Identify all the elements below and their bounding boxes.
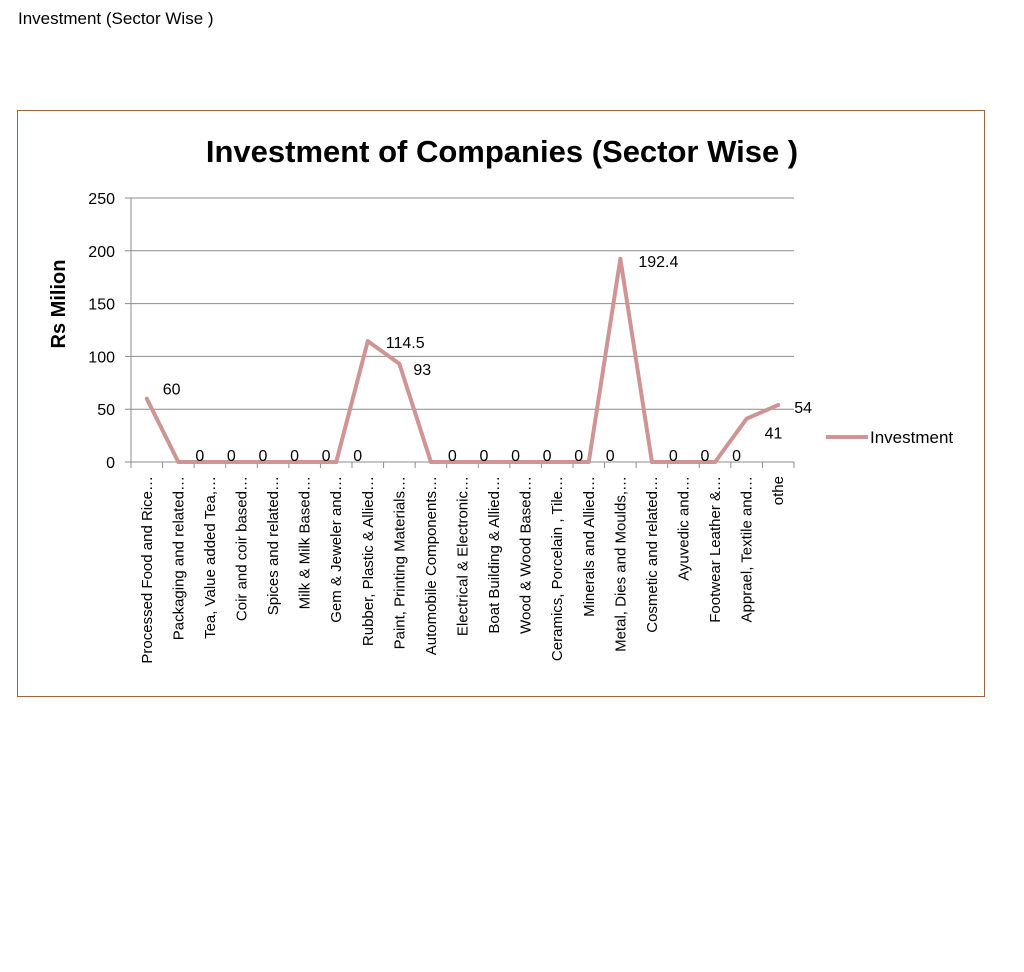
data-labels: 60 0 0 0 0 0 0 114.5 93 0 0 0 0 0 0 192.4 0 0 0 41 54	[163, 254, 812, 465]
data-point	[776, 402, 781, 407]
data-label: 0	[511, 448, 520, 465]
page-heading: Investment (Sector Wise )	[18, 9, 214, 28]
data-point	[239, 460, 244, 464]
data-point	[302, 460, 307, 464]
x-tick-label: Gem & Jeweler and…	[328, 476, 345, 623]
data-point	[523, 460, 528, 464]
y-tick-label: 150	[88, 297, 115, 314]
data-point	[744, 416, 749, 421]
data-point	[207, 460, 212, 464]
data-point	[144, 396, 149, 401]
data-label: 41	[765, 426, 783, 443]
data-label: 0	[606, 448, 615, 465]
chart-frame: Investment of Companies (Sector Wise ) R…	[17, 110, 985, 697]
data-point	[176, 460, 181, 464]
x-tick-label: Processed Food and Rice…	[139, 476, 156, 664]
data-label: 0	[322, 448, 331, 465]
data-label: 0	[259, 448, 268, 465]
data-point	[397, 361, 402, 366]
line-chart: Investment of Companies (Sector Wise ) R…	[48, 134, 953, 664]
x-tick-label: Spices and related…	[265, 476, 282, 615]
data-point	[713, 460, 718, 464]
x-tick-labels: Processed Food and Rice… Packaging and re…	[139, 476, 787, 664]
data-label: 0	[195, 448, 204, 465]
data-point	[492, 460, 497, 464]
x-tick-label: Rubber, Plastic & Allied…	[360, 476, 377, 646]
data-label: 0	[732, 448, 741, 465]
y-tick-labels: 0 50 100 150 200 250	[88, 191, 115, 472]
data-label: 0	[353, 448, 362, 465]
data-point	[334, 460, 339, 464]
data-point	[271, 460, 276, 464]
x-tick-label: Wood & Wood Based…	[518, 476, 535, 634]
axes	[125, 197, 795, 468]
data-label: 0	[669, 448, 678, 465]
data-point	[649, 460, 654, 464]
x-tick-label: Apprael, Textile and…	[739, 476, 756, 622]
data-label: 93	[413, 362, 431, 379]
x-tick-label: Electrical & Electronic…	[455, 476, 472, 636]
y-tick-label: 0	[106, 455, 115, 472]
data-label: 0	[227, 448, 236, 465]
x-tick-label: Ayuvedic and…	[676, 476, 693, 581]
x-tick-label: Tea, Value added Tea,…	[202, 476, 219, 639]
x-tick-label: Metal, Dies and Moulds,…	[612, 476, 629, 652]
series-lines	[144, 256, 781, 464]
x-tick-label: Automobile Components…	[423, 476, 440, 655]
data-label: 54	[794, 400, 812, 417]
x-tick-label: othe	[770, 476, 787, 505]
data-point	[555, 460, 560, 464]
data-label: 60	[163, 382, 181, 399]
x-tick-label: Cosmetic and related…	[644, 476, 661, 633]
gridlines	[131, 197, 794, 410]
y-tick-label: 100	[88, 349, 115, 366]
data-point	[618, 256, 623, 261]
data-label: 0	[480, 448, 489, 465]
data-label: 192.4	[638, 254, 678, 271]
x-tick-label: Milk & Milk Based…	[297, 476, 314, 609]
data-point	[586, 460, 591, 464]
data-label: 0	[543, 448, 552, 465]
y-tick-label: 250	[88, 191, 115, 208]
data-label: 114.5	[386, 335, 425, 352]
x-tick-label: Minerals and Allied…	[581, 476, 598, 617]
data-label: 0	[701, 448, 710, 465]
data-label: 0	[574, 448, 583, 465]
data-point	[428, 460, 433, 464]
x-tick-label: Footwear Leather &…	[707, 476, 724, 623]
chart-title: Investment of Companies (Sector Wise )	[206, 134, 798, 169]
y-tick-label: 200	[88, 244, 115, 261]
data-point	[460, 460, 465, 464]
y-tick-label: 50	[97, 402, 115, 419]
x-tick-label: Packaging and related…	[170, 476, 187, 640]
data-label: 0	[290, 448, 299, 465]
legend-label: Investment	[870, 428, 953, 447]
data-label: 0	[448, 448, 457, 465]
x-tick-label: Paint, Printing Materials…	[391, 476, 408, 649]
x-tick-label: Coir and coir based…	[234, 476, 251, 621]
data-point	[681, 460, 686, 464]
x-tick-label: Ceramics, Porcelain , Tile…	[549, 476, 566, 661]
x-tick-label: Boat Building & Allied…	[486, 476, 503, 634]
series-line-investment	[144, 256, 780, 464]
legend: Investment	[826, 428, 953, 447]
data-point	[365, 339, 370, 344]
y-axis-label: Rs Milion	[48, 260, 70, 349]
